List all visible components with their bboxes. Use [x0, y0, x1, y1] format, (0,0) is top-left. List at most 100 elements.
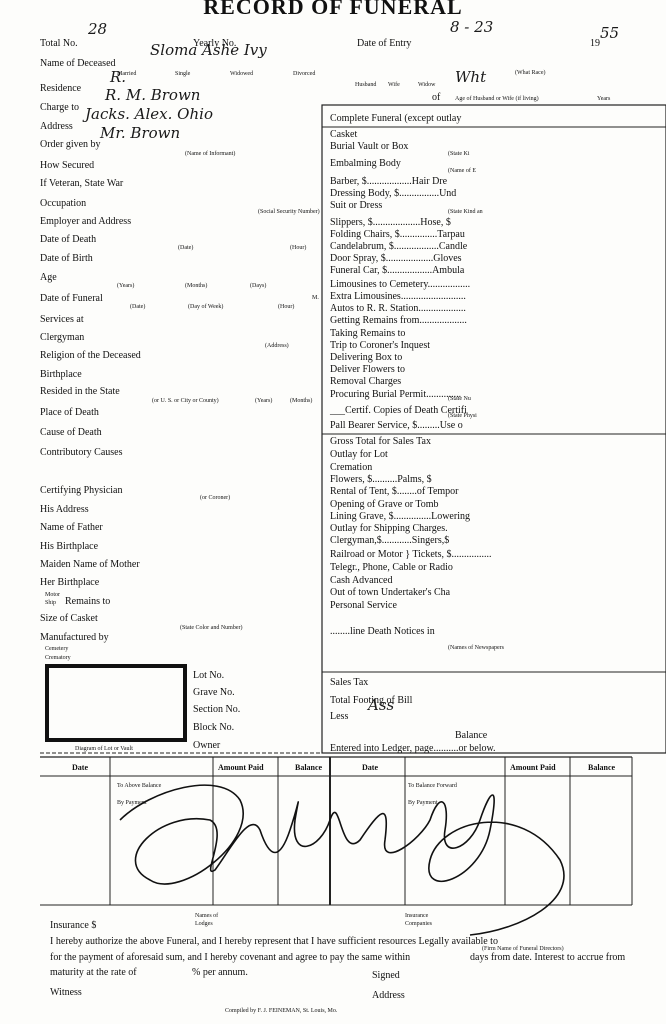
handwriting: Mr. Brown — [100, 124, 181, 142]
field-label: Remains to — [65, 596, 111, 607]
sub-label: (Years) — [117, 283, 135, 289]
charge-item: (Name of E — [448, 168, 476, 174]
charge-item: Entered into Ledger, page..........or be… — [330, 743, 496, 754]
charge-item: Outlay for Lot — [330, 449, 388, 460]
field-label: Employer and Address — [40, 216, 132, 227]
charge-item: Burial Vault or Box — [330, 141, 409, 152]
sub-label: (What Race) — [515, 70, 546, 76]
sub-label: Crematory — [45, 655, 71, 661]
handwriting: 8 - 23 — [450, 18, 494, 36]
lot-diagram — [45, 664, 187, 742]
field-label: Charge to — [40, 102, 79, 113]
sub-label: (Months) — [290, 398, 313, 404]
sub-label: Ship — [45, 600, 57, 606]
charge-item: Door Spray, $...................Gloves — [330, 253, 462, 264]
field-label: Cause of Death — [40, 427, 102, 438]
charge-item: (State Physi — [448, 413, 477, 419]
field-label: Name of Father — [40, 522, 103, 533]
sub-label: Cemetery — [45, 646, 69, 652]
field-label: His Birthplace — [40, 541, 99, 552]
charge-item: Limousines to Cemetery................. — [330, 279, 471, 290]
charge-item: (State Nu — [448, 396, 471, 402]
field-label: Services at — [40, 314, 84, 325]
field-label: Birthplace — [40, 369, 82, 380]
charge-item: Rental of Tent, $........of Tempor — [330, 486, 459, 497]
charge-item: Pall Bearer Service, $.........Use o — [330, 420, 463, 431]
charge-item: (Names of Newspapers — [448, 645, 504, 651]
handwriting: R. — [110, 68, 127, 86]
sub-label: Husband — [355, 82, 377, 88]
sub-label: Diagram of Lot or Vault — [75, 746, 133, 752]
sub-label: (Days) — [250, 283, 267, 289]
footer-text: for the payment of aforesaid sum, and I … — [50, 952, 411, 963]
footer-text: Insurance — [405, 913, 429, 919]
field-label: Manufactured by — [40, 632, 109, 643]
footer-text: Companies — [405, 921, 432, 927]
charge-item: ___Certif. Copies of Death Certifi — [330, 405, 467, 416]
field-label: Age — [40, 272, 57, 283]
charge-item: Casket — [330, 129, 358, 140]
field-label: Certifying Physician — [40, 485, 123, 496]
field-label: His Address — [40, 504, 89, 515]
field-label: How Secured — [40, 160, 95, 171]
sub-label: Wife — [388, 82, 400, 88]
charge-item: Clergyman,$............Singers,$ — [330, 535, 450, 546]
charge-item: Extra Limousines........................… — [330, 291, 466, 302]
footer-text: (Firm Name of Funeral Directors) — [482, 946, 564, 952]
ledger-columns — [109, 757, 633, 905]
column-header: Amount Paid — [510, 763, 556, 772]
sub-label: Motor — [45, 592, 60, 598]
field-label: Section No. — [193, 704, 241, 715]
field-label: Date of Death — [40, 234, 97, 245]
field-label: Owner — [193, 740, 221, 751]
charge-item: Opening of Grave or Tomb — [330, 499, 439, 510]
footer-text: Lodges — [195, 921, 213, 927]
field-label: Lot No. — [193, 670, 225, 681]
ledger-row: By Payment — [117, 800, 147, 806]
handwriting: Jacks. Alex. Ohio — [85, 105, 213, 123]
field-label: Contributory Causes — [40, 447, 123, 458]
charge-item: (State Ki — [448, 151, 470, 157]
column-header: Amount Paid — [218, 763, 264, 772]
charge-item: Balance — [455, 730, 488, 741]
charge-item: Procuring Burial Permit.............. — [330, 389, 462, 400]
sub-label: (Years) — [255, 398, 273, 404]
field-label: Occupation — [40, 198, 87, 209]
charge-item: Sales Tax — [330, 677, 369, 688]
field-label: 19 — [590, 38, 600, 49]
footer-text: Insurance $ — [50, 920, 97, 931]
charge-item: Taking Remains to — [330, 328, 406, 339]
charge-item: Dressing Body, $................Und — [330, 188, 457, 199]
field-label: Yearly No. — [193, 38, 237, 49]
charge-item: Folding Chairs, $...............Tarpau — [330, 229, 465, 240]
column-header: Balance — [295, 763, 323, 772]
column-header: Date — [362, 763, 378, 772]
sub-label: (Date) — [178, 245, 194, 251]
charge-item: Autos to R. R. Station..................… — [330, 303, 466, 314]
charge-item: Delivering Box to — [330, 352, 403, 363]
field-label: Total No. — [40, 38, 78, 49]
title: RECORD OF FUNERAL — [203, 0, 463, 19]
footer-text: days from date. Interest to accrue from — [470, 952, 626, 963]
column-header: Balance — [588, 763, 616, 772]
sub-label: (Social Security Number) — [258, 209, 320, 215]
handwriting: Ass — [368, 696, 395, 714]
handwriting: Wht — [455, 68, 487, 86]
sub-label: (or U. S. or City or County) — [152, 398, 219, 404]
sub-label: M. — [312, 295, 319, 301]
sub-label: (Address) — [265, 343, 289, 349]
ledger-row: By Payment — [408, 800, 438, 806]
charge-item: Cremation — [330, 462, 373, 473]
charge-item: Outlay for Shipping Charges. — [330, 523, 448, 534]
field-label: Date of Funeral — [40, 293, 103, 304]
footer-text: % per annum. — [192, 967, 248, 978]
charge-item: Funeral Car, $..................Ambula — [330, 265, 465, 276]
footer-text: maturity at the rate of — [50, 967, 137, 978]
field-label: Order given by — [40, 139, 101, 150]
charge-item: Getting Remains from................... — [330, 315, 467, 326]
sub-label: (Hour) — [278, 304, 295, 310]
ledger-row: To Above Balance — [117, 783, 162, 789]
sub-label: Divorced — [293, 71, 316, 77]
charge-item: Suit or Dress — [330, 200, 383, 211]
